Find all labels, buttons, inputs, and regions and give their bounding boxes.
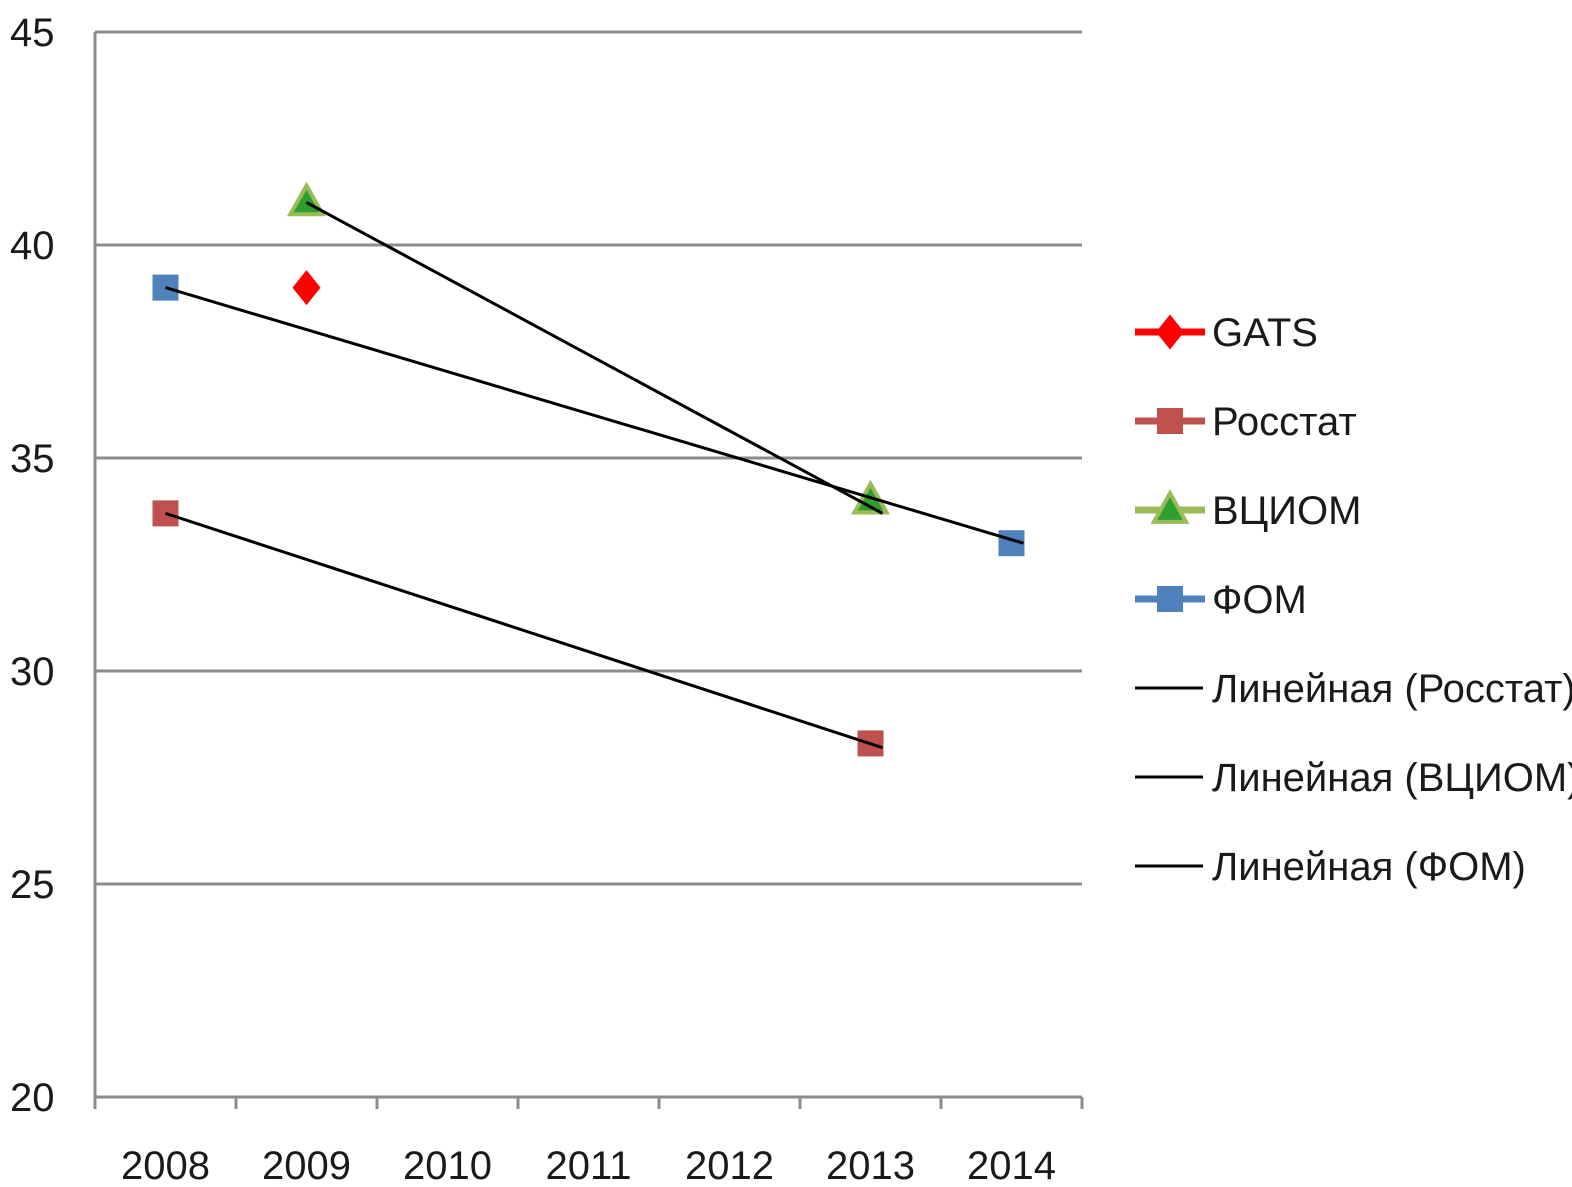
y-tick-label: 40 [10, 224, 55, 268]
x-tick-label: 2008 [121, 1144, 210, 1187]
trendline [165, 286, 1024, 545]
legend-label: ФОМ [1212, 578, 1307, 622]
legend-marker [1157, 408, 1183, 434]
legend-marker [1156, 314, 1184, 350]
y-tick-label: 45 [10, 11, 55, 55]
trendline [305, 201, 884, 515]
gridlines [95, 30, 1082, 886]
trendlines [165, 201, 1024, 750]
data-point [292, 270, 321, 306]
x-tick-label: 2013 [826, 1144, 915, 1187]
data-markers [152, 181, 1025, 757]
legend-label: Линейная (ВЦИОМ) [1212, 756, 1572, 800]
x-tick-label: 2014 [967, 1144, 1056, 1187]
legend-marker [1150, 489, 1190, 524]
legend-label: Линейная (Росстат) [1212, 667, 1572, 711]
legend-marker [1157, 586, 1183, 612]
legend-label: GATS [1212, 311, 1318, 355]
x-tick-label: 2009 [262, 1144, 351, 1187]
legend-label: ВЦИОМ [1212, 489, 1361, 533]
y-tick-label: 25 [10, 863, 55, 907]
x-axis-ticks: 2008 2009 2010 2011 2012 2013 2014 [121, 1144, 1056, 1187]
legend-label: Росстат [1212, 400, 1357, 444]
x-tick-label: 2012 [685, 1144, 774, 1187]
x-tick-label: 2010 [403, 1144, 492, 1187]
x-tick-label: 2011 [545, 1144, 631, 1187]
y-tick-label: 35 [10, 437, 55, 481]
y-tick-label: 20 [10, 1076, 55, 1120]
trendline [165, 511, 883, 750]
legend-label: Линейная (ФОМ) [1212, 845, 1526, 889]
axes [93, 32, 1084, 1109]
y-tick-label: 30 [10, 650, 55, 694]
y-axis-ticks: 20 25 30 35 40 45 [10, 11, 55, 1120]
legend: GATS Росстат ВЦИОМ ФОМ Линейная (Росстат) Лин… [1135, 311, 1572, 889]
